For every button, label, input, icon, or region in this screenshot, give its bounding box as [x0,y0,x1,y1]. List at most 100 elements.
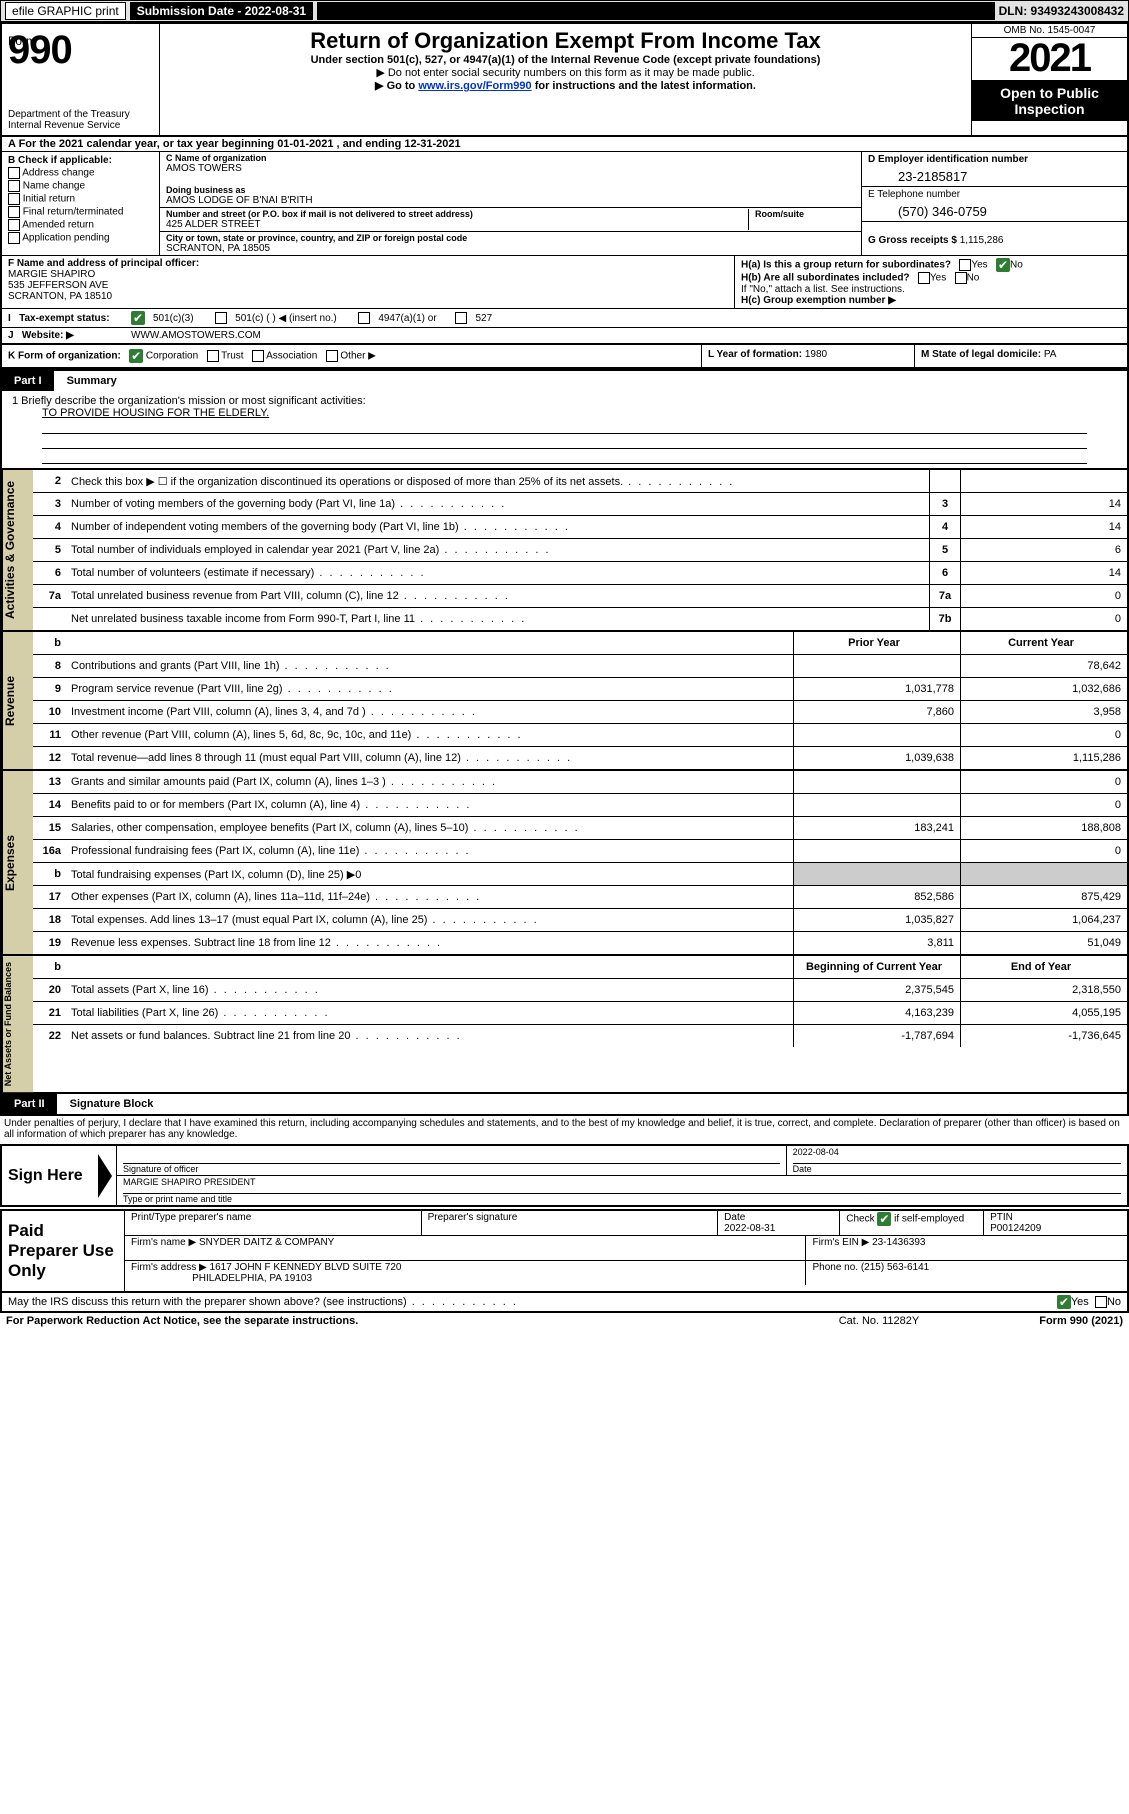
checkbox-checked-icon[interactable]: ✔ [996,258,1010,272]
table-row: 4 Number of independent voting members o… [33,516,1127,539]
checkbox-icon[interactable] [955,272,967,284]
i-label: Tax-exempt status: [19,313,109,324]
checkbox-checked-icon[interactable]: ✔ [877,1212,891,1226]
note2-pre: ▶ Go to [375,80,418,92]
ptin-label: PTIN [990,1212,1013,1223]
checkbox-icon[interactable] [8,232,20,244]
table-row: 22 Net assets or fund balances. Subtract… [33,1025,1127,1047]
checkbox-icon[interactable] [8,193,20,205]
row-prior: 852,586 [793,886,960,908]
b-opt-0-label: Address change [22,168,94,179]
checkbox-checked-icon[interactable]: ✔ [129,349,143,363]
website-value: WWW.AMOSTOWERS.COM [131,330,261,341]
i-row: I Tax-exempt status: ✔ 501(c)(3) 501(c) … [0,309,1129,328]
gross-label: G Gross receipts $ [868,235,960,246]
i-501c3: 501(c)(3) [153,313,194,324]
checkbox-icon[interactable] [252,350,264,362]
org-block: B Check if applicable: Address change Na… [0,152,1129,256]
b-opt-5[interactable]: Application pending [8,232,153,244]
row-desc: Total number of individuals employed in … [67,542,929,558]
period-row: A For the 2021 calendar year, or tax yea… [0,137,1129,152]
m-label: M State of legal domicile: [921,349,1044,360]
table-row: b Total fundraising expenses (Part IX, c… [33,863,1127,886]
penalties-text: Under penalties of perjury, I declare th… [0,1116,1129,1142]
table-row: 11 Other revenue (Part VIII, column (A),… [33,724,1127,747]
row-current: 0 [960,794,1127,816]
table-row: 19 Revenue less expenses. Subtract line … [33,932,1127,954]
row-desc: Other expenses (Part IX, column (A), lin… [67,889,793,905]
table-row: 20 Total assets (Part X, line 16) 2,375,… [33,979,1127,1002]
k-assoc: Association [266,351,317,362]
submission-date: Submission Date - 2022-08-31 [130,2,313,20]
firm-addr-label: Firm's address ▶ [131,1262,210,1273]
room-suite: Room/suite [748,209,855,230]
row-val: 14 [960,562,1127,584]
efile-tag[interactable]: efile GRAPHIC print [5,2,126,20]
table-row: 7a Total unrelated business revenue from… [33,585,1127,608]
row-num: 7a [33,590,67,602]
firm-name-cell: Firm's name ▶ SNYDER DAITZ & COMPANY [125,1236,806,1260]
checkbox-icon[interactable] [8,167,20,179]
ha-label: H(a) Is this a group return for subordin… [741,260,951,271]
checkbox-icon[interactable] [8,219,20,231]
prep-check-label: Check [846,1214,874,1225]
tab-netassets: Net Assets or Fund Balances [2,956,33,1092]
row-val: 0 [960,608,1127,630]
irs: Internal Revenue Service [8,120,153,131]
row-desc: Total number of volunteers (estimate if … [67,565,929,581]
row-num: 21 [33,1007,67,1019]
checkbox-checked-icon[interactable]: ✔ [1057,1295,1071,1309]
checkbox-icon[interactable] [207,350,219,362]
checkbox-icon[interactable] [215,312,227,324]
public-inspection: Open to Public Inspection [972,81,1127,121]
b-opt-3-label: Final return/terminated [23,207,124,218]
checkbox-icon[interactable] [959,259,971,271]
mission-q: 1 Briefly describe the organization's mi… [12,395,1087,407]
table-row: 21 Total liabilities (Part X, line 26) 4… [33,1002,1127,1025]
irs-link[interactable]: www.irs.gov/Form990 [418,80,531,92]
table-row: 14 Benefits paid to or for members (Part… [33,794,1127,817]
row-desc: Total fundraising expenses (Part IX, col… [67,866,793,883]
table-row: 9 Program service revenue (Part VIII, li… [33,678,1127,701]
b-opt-0[interactable]: Address change [8,167,153,179]
checkbox-icon[interactable] [8,206,20,218]
form-header: Form 990 Department of the Treasury Inte… [0,22,1129,137]
dba-name: AMOS LODGE OF B'NAI B'RITH [166,195,855,206]
checkbox-icon[interactable] [8,180,20,192]
blank-line [42,449,1087,464]
row-desc [67,965,793,969]
city-cell: City or town, state or province, country… [160,232,861,255]
city-value: SCRANTON, PA 18505 [166,243,467,254]
table-row: 2 Check this box ▶ ☐ if the organization… [33,470,1127,493]
checkbox-icon[interactable] [358,312,370,324]
ha-no: No [1010,260,1023,271]
firm-phone-cell: Phone no. (215) 563-6141 [806,1261,1127,1285]
checkbox-icon[interactable] [918,272,930,284]
table-row: 6 Total number of volunteers (estimate i… [33,562,1127,585]
sig-officer-cell[interactable]: Signature of officer [117,1146,787,1175]
l-label: L Year of formation: [708,349,805,360]
exp-rows: 13 Grants and similar amounts paid (Part… [33,771,1127,954]
row-box: 4 [929,516,960,538]
prep-name-cell: Print/Type preparer's name [125,1211,422,1235]
b-opt-3[interactable]: Final return/terminated [8,206,153,218]
row-current: 78,642 [960,655,1127,677]
checkbox-checked-icon[interactable]: ✔ [131,311,145,325]
b-opt-4[interactable]: Amended return [8,219,153,231]
ein-value: 23-2185817 [868,165,1121,184]
row-desc: Grants and similar amounts paid (Part IX… [67,774,793,790]
street-cell: Number and street (or P.O. box if mail i… [160,208,861,232]
b-opt-1[interactable]: Name change [8,180,153,192]
prep-sig-cell[interactable]: Preparer's signature [422,1211,719,1235]
part2-num: Part II [2,1094,57,1114]
k-corp: Corporation [146,351,198,362]
col-d: D Employer identification number 23-2185… [861,152,1127,255]
checkbox-icon[interactable] [326,350,338,362]
checkbox-icon[interactable] [455,312,467,324]
row-num: 9 [33,683,67,695]
i-501c: 501(c) ( ) ◀ (insert no.) [235,313,337,324]
col-current-hdr: End of Year [960,956,1127,978]
prep-check-cell[interactable]: Check ✔ if self-employed [840,1211,984,1235]
b-opt-2[interactable]: Initial return [8,193,153,205]
checkbox-icon[interactable] [1095,1296,1107,1308]
